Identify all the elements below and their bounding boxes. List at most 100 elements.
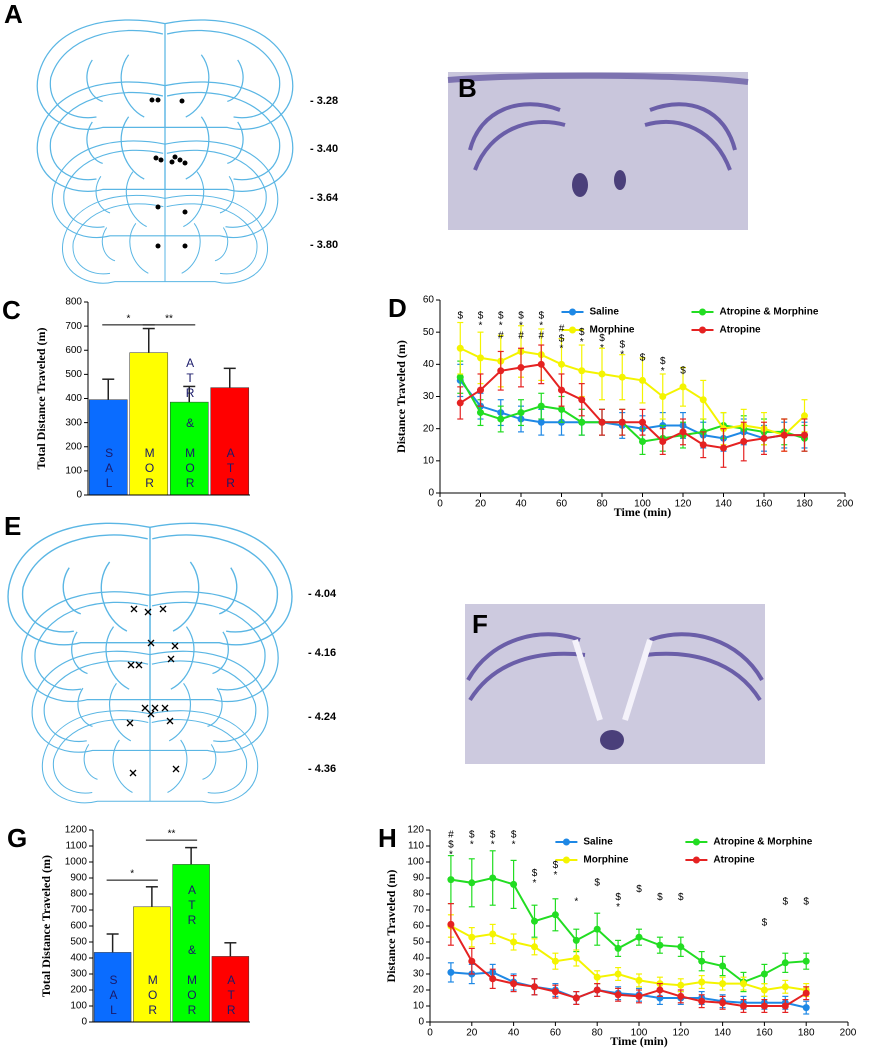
annotation: $ (660, 356, 666, 367)
x-tick-label: 200 (837, 499, 854, 510)
legend-label: Saline (583, 837, 613, 848)
series-marker (551, 957, 559, 965)
series-marker (656, 986, 664, 994)
y-tick-label: 0 (81, 1017, 87, 1028)
series-line (459, 376, 805, 443)
series-marker (477, 409, 484, 417)
series-marker (639, 438, 646, 446)
annotation: $ (640, 353, 646, 364)
level-label: - 4.24 (308, 711, 337, 723)
series-marker (760, 1002, 768, 1010)
annotation: * (449, 849, 453, 860)
atlas-a: A - 3.28 - 3.40 - 3.64 - 3.80 (4, 0, 339, 284)
legend-swatch (562, 856, 570, 864)
annotation: # (448, 829, 454, 840)
legend-swatch (569, 308, 576, 316)
photo-b: B (447, 72, 749, 230)
category-label: ATR (224, 973, 238, 1018)
atlas-e: E - 4.04 - 4.16 - 4.24 - 4.36 (4, 511, 337, 804)
level-label: - 3.40 (310, 143, 338, 155)
series-marker (517, 409, 525, 417)
x-tick-label: 100 (634, 499, 651, 510)
series-line (450, 925, 807, 992)
annotation: * (560, 344, 564, 355)
annotation: $ (680, 365, 686, 376)
level-label: - 4.16 (308, 647, 336, 659)
series-marker (558, 405, 565, 413)
series-marker (656, 941, 664, 949)
series-marker (781, 1002, 789, 1010)
annotation: $ (490, 829, 496, 840)
photo-f: F (465, 604, 765, 764)
y-tick-label: 600 (70, 921, 87, 932)
panel-label: C (2, 295, 21, 325)
category-label: ATR (224, 446, 238, 491)
y-tick-label: 1100 (65, 841, 87, 852)
annotation: $ (594, 877, 600, 888)
annotation: $ (448, 839, 454, 850)
annotation: * (600, 343, 604, 354)
series-marker (598, 370, 606, 378)
x-tick-label: 120 (675, 499, 692, 510)
legend-label: Atropine & Morphine (720, 307, 819, 318)
series-marker (677, 992, 685, 1000)
x-tick-label: 80 (596, 499, 608, 510)
series-marker (760, 986, 768, 994)
series-marker (551, 911, 559, 919)
series-marker (572, 936, 580, 944)
series-marker (593, 973, 601, 981)
y-tick-label: 110 (408, 841, 424, 852)
series-marker (719, 999, 727, 1007)
legend-swatch (692, 838, 700, 846)
x-tick-label: 80 (592, 1028, 604, 1039)
y-tick-label: 30 (413, 969, 425, 980)
level-label: - 3.28 (310, 95, 338, 107)
annotation: $ (619, 340, 625, 351)
x-tick-label: 0 (427, 1028, 433, 1039)
y-tick-label: 100 (70, 1001, 87, 1012)
series-marker (537, 402, 545, 410)
annotation: * (580, 337, 584, 348)
series-marker (635, 992, 643, 1000)
legend-label: Saline (590, 307, 620, 318)
y-tick-label: 20 (413, 985, 425, 996)
x-tick-label: 140 (715, 499, 732, 510)
series-marker (699, 396, 707, 404)
legend-swatch (562, 838, 570, 846)
x-tick-label: 120 (672, 1028, 689, 1039)
y-tick-label: 50 (423, 327, 435, 338)
series-marker (477, 386, 484, 394)
site-marks (126, 605, 180, 777)
annotation: # (559, 324, 565, 335)
series-marker (801, 431, 808, 439)
annotation: * (470, 839, 474, 850)
series-marker (578, 418, 586, 426)
series-marker (618, 418, 626, 426)
series-marker (447, 920, 455, 928)
series-marker (740, 980, 747, 988)
y-tick-label: 40 (423, 359, 435, 370)
series-marker (614, 991, 622, 999)
series-marker (537, 360, 545, 368)
panel-label: E (4, 511, 21, 541)
level-label: - 3.80 (310, 239, 338, 251)
series-marker (639, 418, 646, 426)
y-axis-title: Distance Traveled (m) (384, 870, 398, 983)
significance-label: * (130, 869, 134, 880)
x-tick-label: 40 (508, 1028, 520, 1039)
series-marker (614, 970, 622, 978)
y-tick-label: 0 (418, 1017, 424, 1028)
y-tick-label: 70 (413, 905, 425, 916)
series-marker (572, 954, 580, 962)
legend-swatch (699, 308, 706, 316)
series-marker (659, 393, 667, 400)
legend-label: Atropine (720, 325, 762, 336)
legend-label: Atropine & Morphine (713, 837, 812, 848)
series-marker (740, 438, 748, 446)
annotation: # (498, 331, 504, 342)
y-tick-label: 20 (423, 423, 435, 434)
series-marker (740, 1002, 747, 1010)
x-tick-label: 160 (756, 1028, 773, 1039)
category-label: SAL (102, 446, 116, 491)
